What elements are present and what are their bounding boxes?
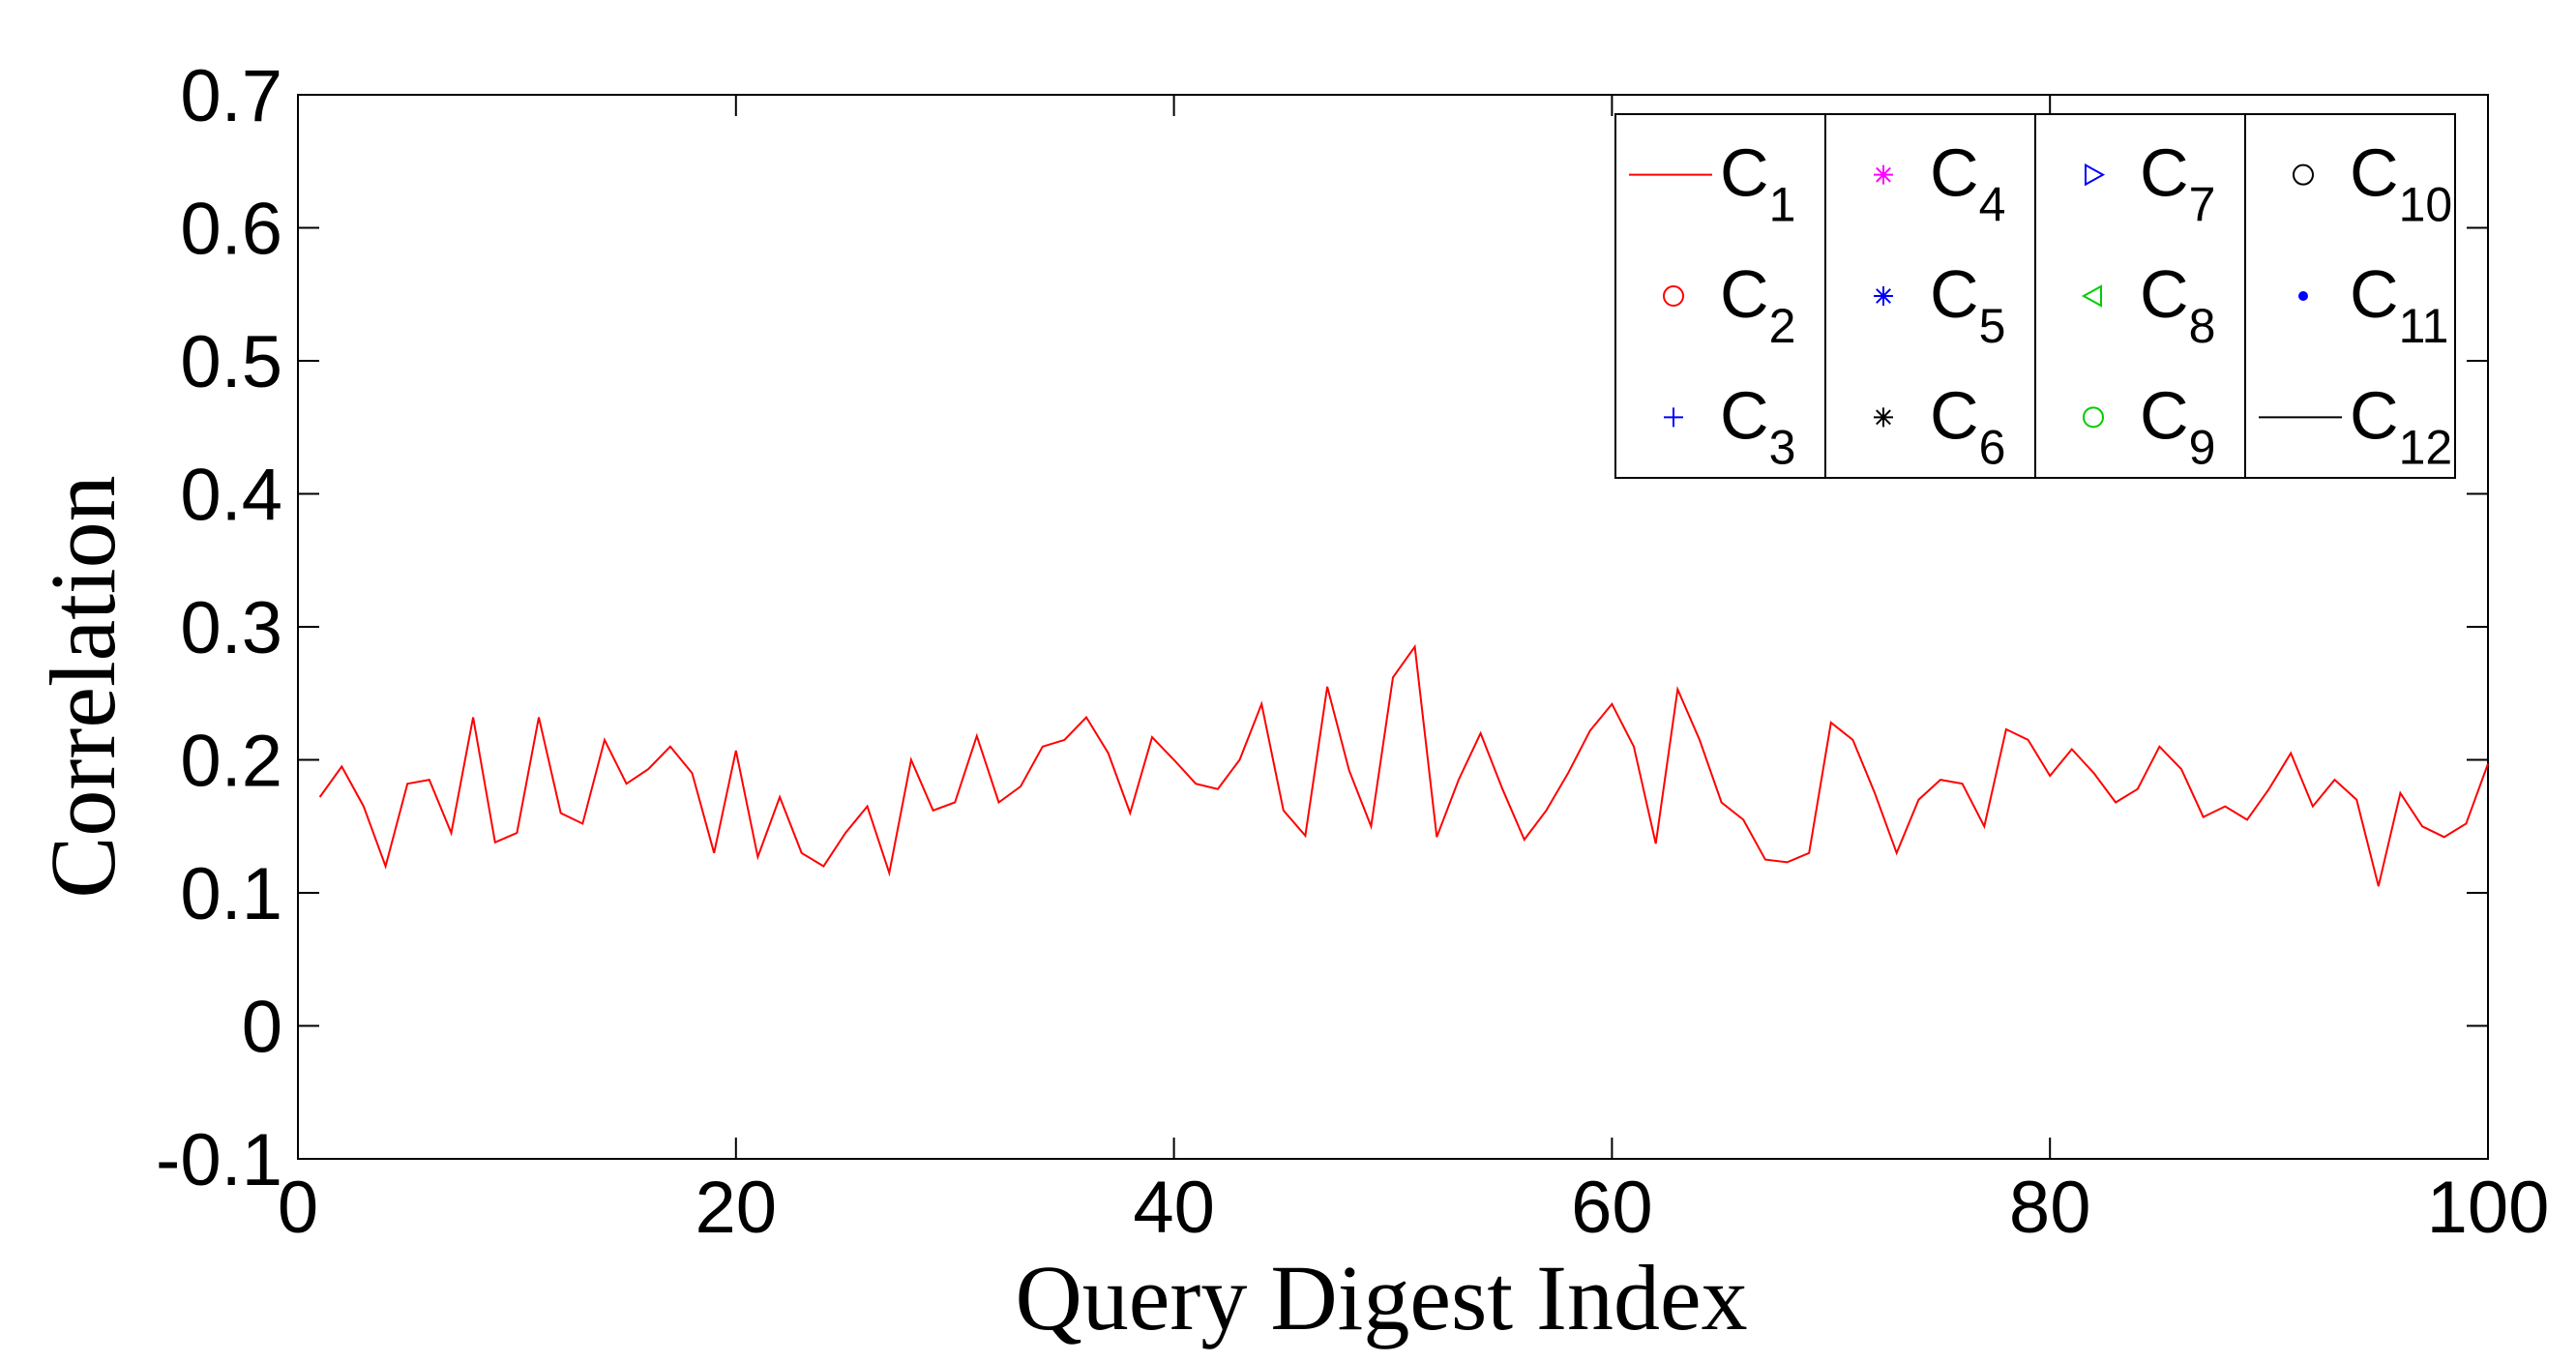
x-tick-label: 100 [2427,1167,2550,1249]
series-c1 [318,643,2489,887]
legend-label-subscript: 8 [2189,299,2216,353]
y-axis-ticks: -0.1 0 0.1 0.2 0.3 0.4 0.5 0.6 0.7 [156,55,2488,1201]
x-tick-label: 40 [1133,1167,1215,1249]
circle-marker [2083,406,2104,429]
legend-label-subscript: 11 [2399,299,2449,353]
plus-marker [1664,407,1683,428]
legend-label-subscript: 9 [2189,420,2216,474]
y-axis-title: Correlation [31,475,134,898]
y-tick-label: 0.5 [180,321,282,403]
dot-marker [2298,291,2308,301]
x-axis-title: Query Digest Index [1015,1246,1747,1349]
y-tick-label: 0.7 [180,55,282,137]
triangle-right-marker [2085,163,2106,187]
y-tick-label: 0.4 [180,455,282,537]
legend-label-subscript: 7 [2189,178,2216,232]
triangle-left-marker [2081,284,2102,308]
legend-label-subscript: 6 [1979,420,2006,474]
x-tick-label: 60 [1571,1167,1653,1249]
x-tick-label: 20 [696,1167,778,1249]
legend-label-subscript: 12 [2399,420,2453,474]
legend-label-subscript: 2 [1769,299,1796,353]
star-marker [1874,164,1893,185]
y-tick-label: -0.1 [156,1119,282,1201]
legend-label-subscript: 4 [1979,178,2006,232]
legend-label-subscript: 3 [1769,420,1796,474]
y-tick-label: 0.6 [180,189,282,271]
circle-marker [2293,163,2314,186]
legend-label-subscript: 10 [2399,178,2453,232]
y-tick-label: 0 [242,987,282,1069]
star-marker [1874,286,1893,306]
series-c1-line [318,643,2489,887]
x-tick-label: 0 [278,1167,318,1249]
circle-marker [1663,285,1684,307]
y-tick-label: 0.3 [180,587,282,669]
x-tick-label: 80 [2009,1167,2091,1249]
legend-label-subscript: 1 [1769,178,1796,232]
x-axis-ticks: 0 20 40 60 80 100 [278,95,2550,1249]
star-marker [1874,407,1893,428]
legend-label-subscript: 5 [1979,299,2006,353]
y-tick-label: 0.2 [180,721,282,803]
y-tick-label: 0.1 [180,853,282,935]
